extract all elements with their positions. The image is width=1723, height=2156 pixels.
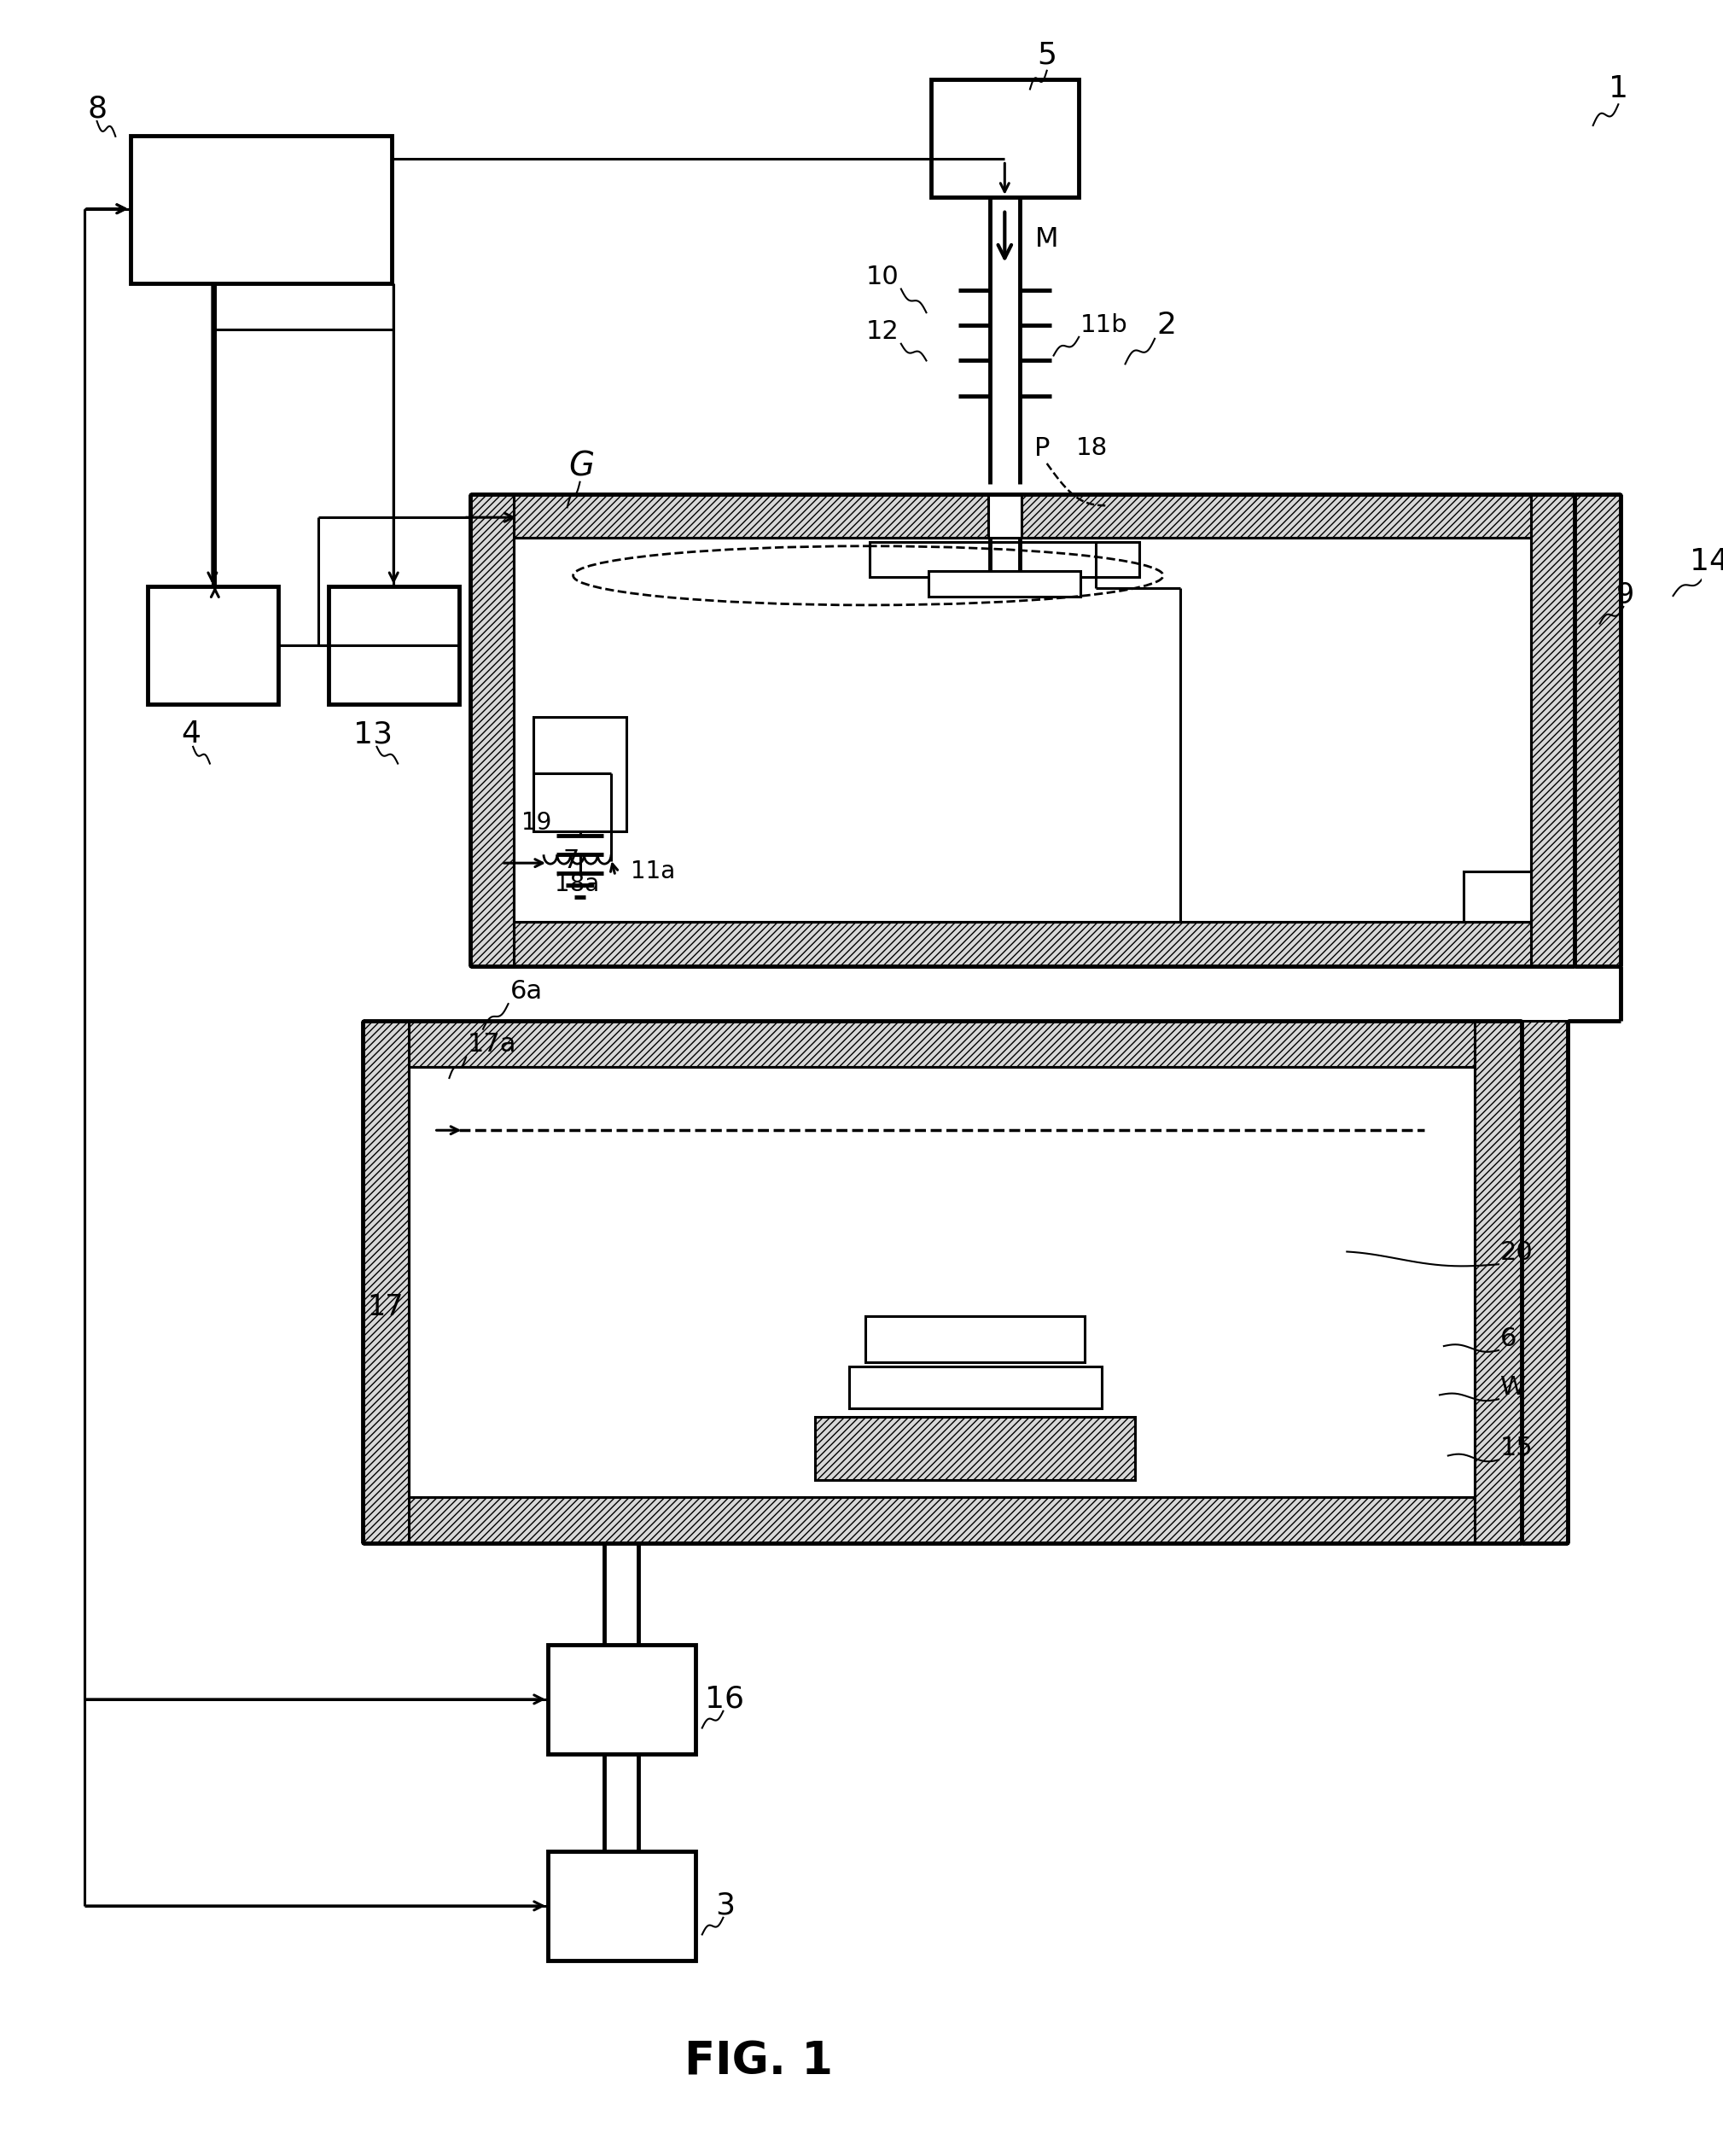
Bar xyxy=(929,571,1080,597)
Text: 2: 2 xyxy=(1156,310,1177,341)
Text: 17a: 17a xyxy=(469,1033,517,1056)
Bar xyxy=(932,80,1079,196)
Text: 11a: 11a xyxy=(631,860,675,884)
Text: M: M xyxy=(1036,226,1058,252)
Bar xyxy=(148,586,277,705)
Bar xyxy=(362,1020,408,1544)
Bar xyxy=(470,494,987,537)
Text: 6a: 6a xyxy=(510,979,543,1003)
Text: P: P xyxy=(1034,436,1049,461)
Bar xyxy=(1475,1020,1521,1544)
Bar xyxy=(470,923,1575,966)
Bar xyxy=(1575,494,1621,966)
Text: 8: 8 xyxy=(88,95,107,123)
Bar xyxy=(865,1315,1085,1363)
Bar xyxy=(870,541,1139,578)
Text: 13: 13 xyxy=(353,720,393,748)
Text: 18a: 18a xyxy=(555,873,600,897)
Text: 4: 4 xyxy=(181,720,202,748)
Bar xyxy=(470,494,513,966)
Bar xyxy=(1022,494,1575,537)
Text: 5: 5 xyxy=(1037,41,1056,69)
Bar xyxy=(534,718,625,830)
Bar xyxy=(1530,494,1575,966)
Text: 11b: 11b xyxy=(1080,313,1129,336)
Text: 9: 9 xyxy=(1616,580,1633,608)
Bar xyxy=(1463,871,1530,923)
Text: FIG. 1: FIG. 1 xyxy=(684,2040,832,2085)
Text: 7: 7 xyxy=(563,847,579,873)
Bar xyxy=(548,1852,696,1960)
Text: 1: 1 xyxy=(1609,75,1628,103)
Bar xyxy=(362,1020,1521,1067)
Text: 18: 18 xyxy=(1077,436,1108,459)
Text: G: G xyxy=(569,451,594,483)
Text: 12: 12 xyxy=(867,319,899,345)
Text: 10: 10 xyxy=(867,265,899,289)
Text: 15: 15 xyxy=(1501,1436,1533,1460)
Bar xyxy=(1521,1020,1568,1544)
Bar xyxy=(548,1645,696,1755)
Bar xyxy=(849,1367,1101,1408)
Text: 14: 14 xyxy=(1690,548,1723,576)
Text: 20: 20 xyxy=(1501,1240,1533,1266)
Bar xyxy=(131,136,391,282)
Text: 6: 6 xyxy=(1501,1326,1516,1352)
Bar xyxy=(815,1416,1135,1481)
Text: 3: 3 xyxy=(715,1891,734,1921)
Bar xyxy=(362,1496,1521,1544)
Text: 19: 19 xyxy=(522,811,551,834)
Text: 17: 17 xyxy=(367,1294,403,1322)
Text: 16: 16 xyxy=(705,1684,744,1714)
Bar xyxy=(329,586,460,705)
Text: W: W xyxy=(1501,1376,1527,1399)
